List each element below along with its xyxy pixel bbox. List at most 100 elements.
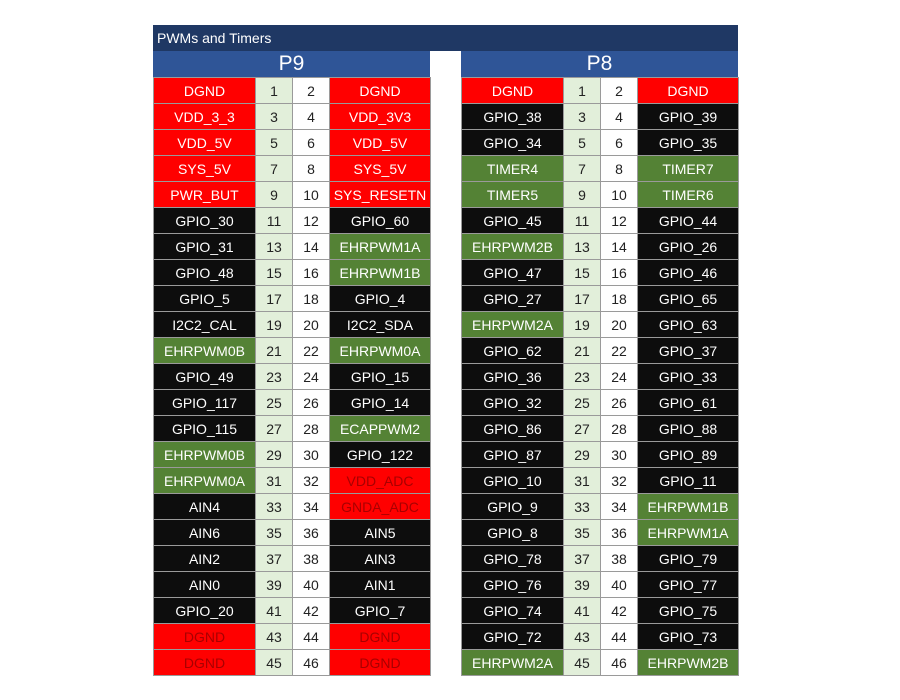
left-pin-number: 25: [255, 389, 293, 416]
pin-row: GPIO_10 31 32 GPIO_11: [461, 467, 739, 494]
right-pin-number: 30: [292, 441, 330, 468]
right-signal-cell: GPIO_65: [637, 285, 739, 312]
left-signal-cell: TIMER5: [461, 181, 564, 208]
left-signal-cell: I2C2_CAL: [153, 311, 256, 338]
left-signal-cell: AIN0: [153, 571, 256, 598]
pin-row: DGND 43 44 DGND: [153, 623, 431, 650]
right-pin-number: 16: [600, 259, 638, 286]
pin-row: TIMER4 7 8 TIMER7: [461, 155, 739, 182]
right-pin-number: 2: [292, 77, 330, 104]
right-signal-cell: GPIO_15: [329, 363, 431, 390]
right-signal-cell: EHRPWM2B: [637, 649, 739, 676]
right-signal-cell: EHRPWM1A: [637, 519, 739, 546]
pin-table-p8: DGND 1 2 DGND GPIO_38 3 4 GPIO_39 GPIO_34 5 6 GPIO_…: [461, 77, 739, 676]
right-pin-number: 46: [292, 649, 330, 676]
left-pin-number: 1: [255, 77, 293, 104]
right-pin-number: 20: [600, 311, 638, 338]
right-signal-cell: GPIO_4: [329, 285, 431, 312]
left-signal-cell: GPIO_78: [461, 545, 564, 572]
pin-row: GPIO_48 15 16 EHRPWM1B: [153, 259, 431, 286]
right-pin-number: 34: [292, 493, 330, 520]
right-signal-cell: GPIO_7: [329, 597, 431, 624]
pin-row: DGND 45 46 DGND: [153, 649, 431, 676]
left-pin-number: 37: [563, 545, 601, 572]
pin-row: GPIO_30 11 12 GPIO_60: [153, 207, 431, 234]
left-signal-cell: GPIO_10: [461, 467, 564, 494]
pin-row: GPIO_115 27 28 ECAPPWM2: [153, 415, 431, 442]
right-signal-cell: VDD_5V: [329, 129, 431, 156]
pin-row: DGND 1 2 DGND: [153, 77, 431, 104]
left-signal-cell: VDD_3_3: [153, 103, 256, 130]
left-pin-number: 39: [563, 571, 601, 598]
pin-row: DGND 1 2 DGND: [461, 77, 739, 104]
pin-row: GPIO_62 21 22 GPIO_37: [461, 337, 739, 364]
left-signal-cell: DGND: [153, 623, 256, 650]
left-pin-number: 11: [563, 207, 601, 234]
right-signal-cell: TIMER6: [637, 181, 739, 208]
left-pin-number: 29: [563, 441, 601, 468]
pin-row: EHRPWM0A 31 32 VDD_ADC: [153, 467, 431, 494]
left-pin-number: 3: [255, 103, 293, 130]
right-signal-cell: GPIO_75: [637, 597, 739, 624]
pin-row: GPIO_27 17 18 GPIO_65: [461, 285, 739, 312]
left-pin-number: 9: [255, 181, 293, 208]
left-signal-cell: GPIO_117: [153, 389, 256, 416]
right-pin-number: 12: [292, 207, 330, 234]
left-pin-number: 35: [563, 519, 601, 546]
left-signal-cell: DGND: [153, 649, 256, 676]
pin-row: I2C2_CAL 19 20 I2C2_SDA: [153, 311, 431, 338]
left-pin-number: 37: [255, 545, 293, 572]
right-pin-number: 18: [600, 285, 638, 312]
left-signal-cell: GPIO_45: [461, 207, 564, 234]
pin-row: EHRPWM2A 19 20 GPIO_63: [461, 311, 739, 338]
pin-row: SYS_5V 7 8 SYS_5V: [153, 155, 431, 182]
pin-row: GPIO_74 41 42 GPIO_75: [461, 597, 739, 624]
left-signal-cell: GPIO_76: [461, 571, 564, 598]
pin-row: VDD_3_3 3 4 VDD_3V3: [153, 103, 431, 130]
pin-row: GPIO_36 23 24 GPIO_33: [461, 363, 739, 390]
pin-row: GPIO_32 25 26 GPIO_61: [461, 389, 739, 416]
right-pin-number: 32: [600, 467, 638, 494]
right-signal-cell: GPIO_33: [637, 363, 739, 390]
right-signal-cell: SYS_RESETN: [329, 181, 431, 208]
page-title: PWMs and Timers: [153, 25, 738, 51]
right-pin-number: 26: [600, 389, 638, 416]
left-pin-number: 13: [563, 233, 601, 260]
right-pin-number: 4: [600, 103, 638, 130]
right-pin-number: 22: [292, 337, 330, 364]
right-pin-number: 16: [292, 259, 330, 286]
right-signal-cell: GPIO_60: [329, 207, 431, 234]
right-signal-cell: GPIO_79: [637, 545, 739, 572]
pin-table-body: DGND 1 2 DGND VDD_3_3 3 4 VDD_3V3 VDD_5V 5 6 VDD_5V…: [153, 77, 431, 676]
pin-row: GPIO_5 17 18 GPIO_4: [153, 285, 431, 312]
pin-row: GPIO_117 25 26 GPIO_14: [153, 389, 431, 416]
pin-row: AIN2 37 38 AIN3: [153, 545, 431, 572]
right-signal-cell: GPIO_73: [637, 623, 739, 650]
left-signal-cell: GPIO_62: [461, 337, 564, 364]
right-pin-number: 2: [600, 77, 638, 104]
right-pin-number: 36: [600, 519, 638, 546]
right-pin-number: 10: [292, 181, 330, 208]
left-signal-cell: GPIO_86: [461, 415, 564, 442]
left-signal-cell: VDD_5V: [153, 129, 256, 156]
left-pin-number: 5: [255, 129, 293, 156]
left-pin-number: 43: [255, 623, 293, 650]
right-signal-cell: VDD_ADC: [329, 467, 431, 494]
left-pin-number: 13: [255, 233, 293, 260]
left-pin-number: 17: [563, 285, 601, 312]
left-signal-cell: GPIO_31: [153, 233, 256, 260]
right-pin-number: 6: [292, 129, 330, 156]
right-signal-cell: EHRPWM0A: [329, 337, 431, 364]
pin-table-p9: DGND 1 2 DGND VDD_3_3 3 4 VDD_3V3 VDD_5V 5 6 VDD_5V…: [153, 77, 431, 676]
pin-row: GPIO_72 43 44 GPIO_73: [461, 623, 739, 650]
left-signal-cell: GPIO_34: [461, 129, 564, 156]
right-pin-number: 12: [600, 207, 638, 234]
right-signal-cell: AIN5: [329, 519, 431, 546]
left-pin-number: 17: [255, 285, 293, 312]
left-pin-number: 29: [255, 441, 293, 468]
right-signal-cell: GPIO_89: [637, 441, 739, 468]
right-pin-number: 24: [292, 363, 330, 390]
left-signal-cell: EHRPWM2A: [461, 649, 564, 676]
right-pin-number: 20: [292, 311, 330, 338]
left-signal-cell: EHRPWM0A: [153, 467, 256, 494]
